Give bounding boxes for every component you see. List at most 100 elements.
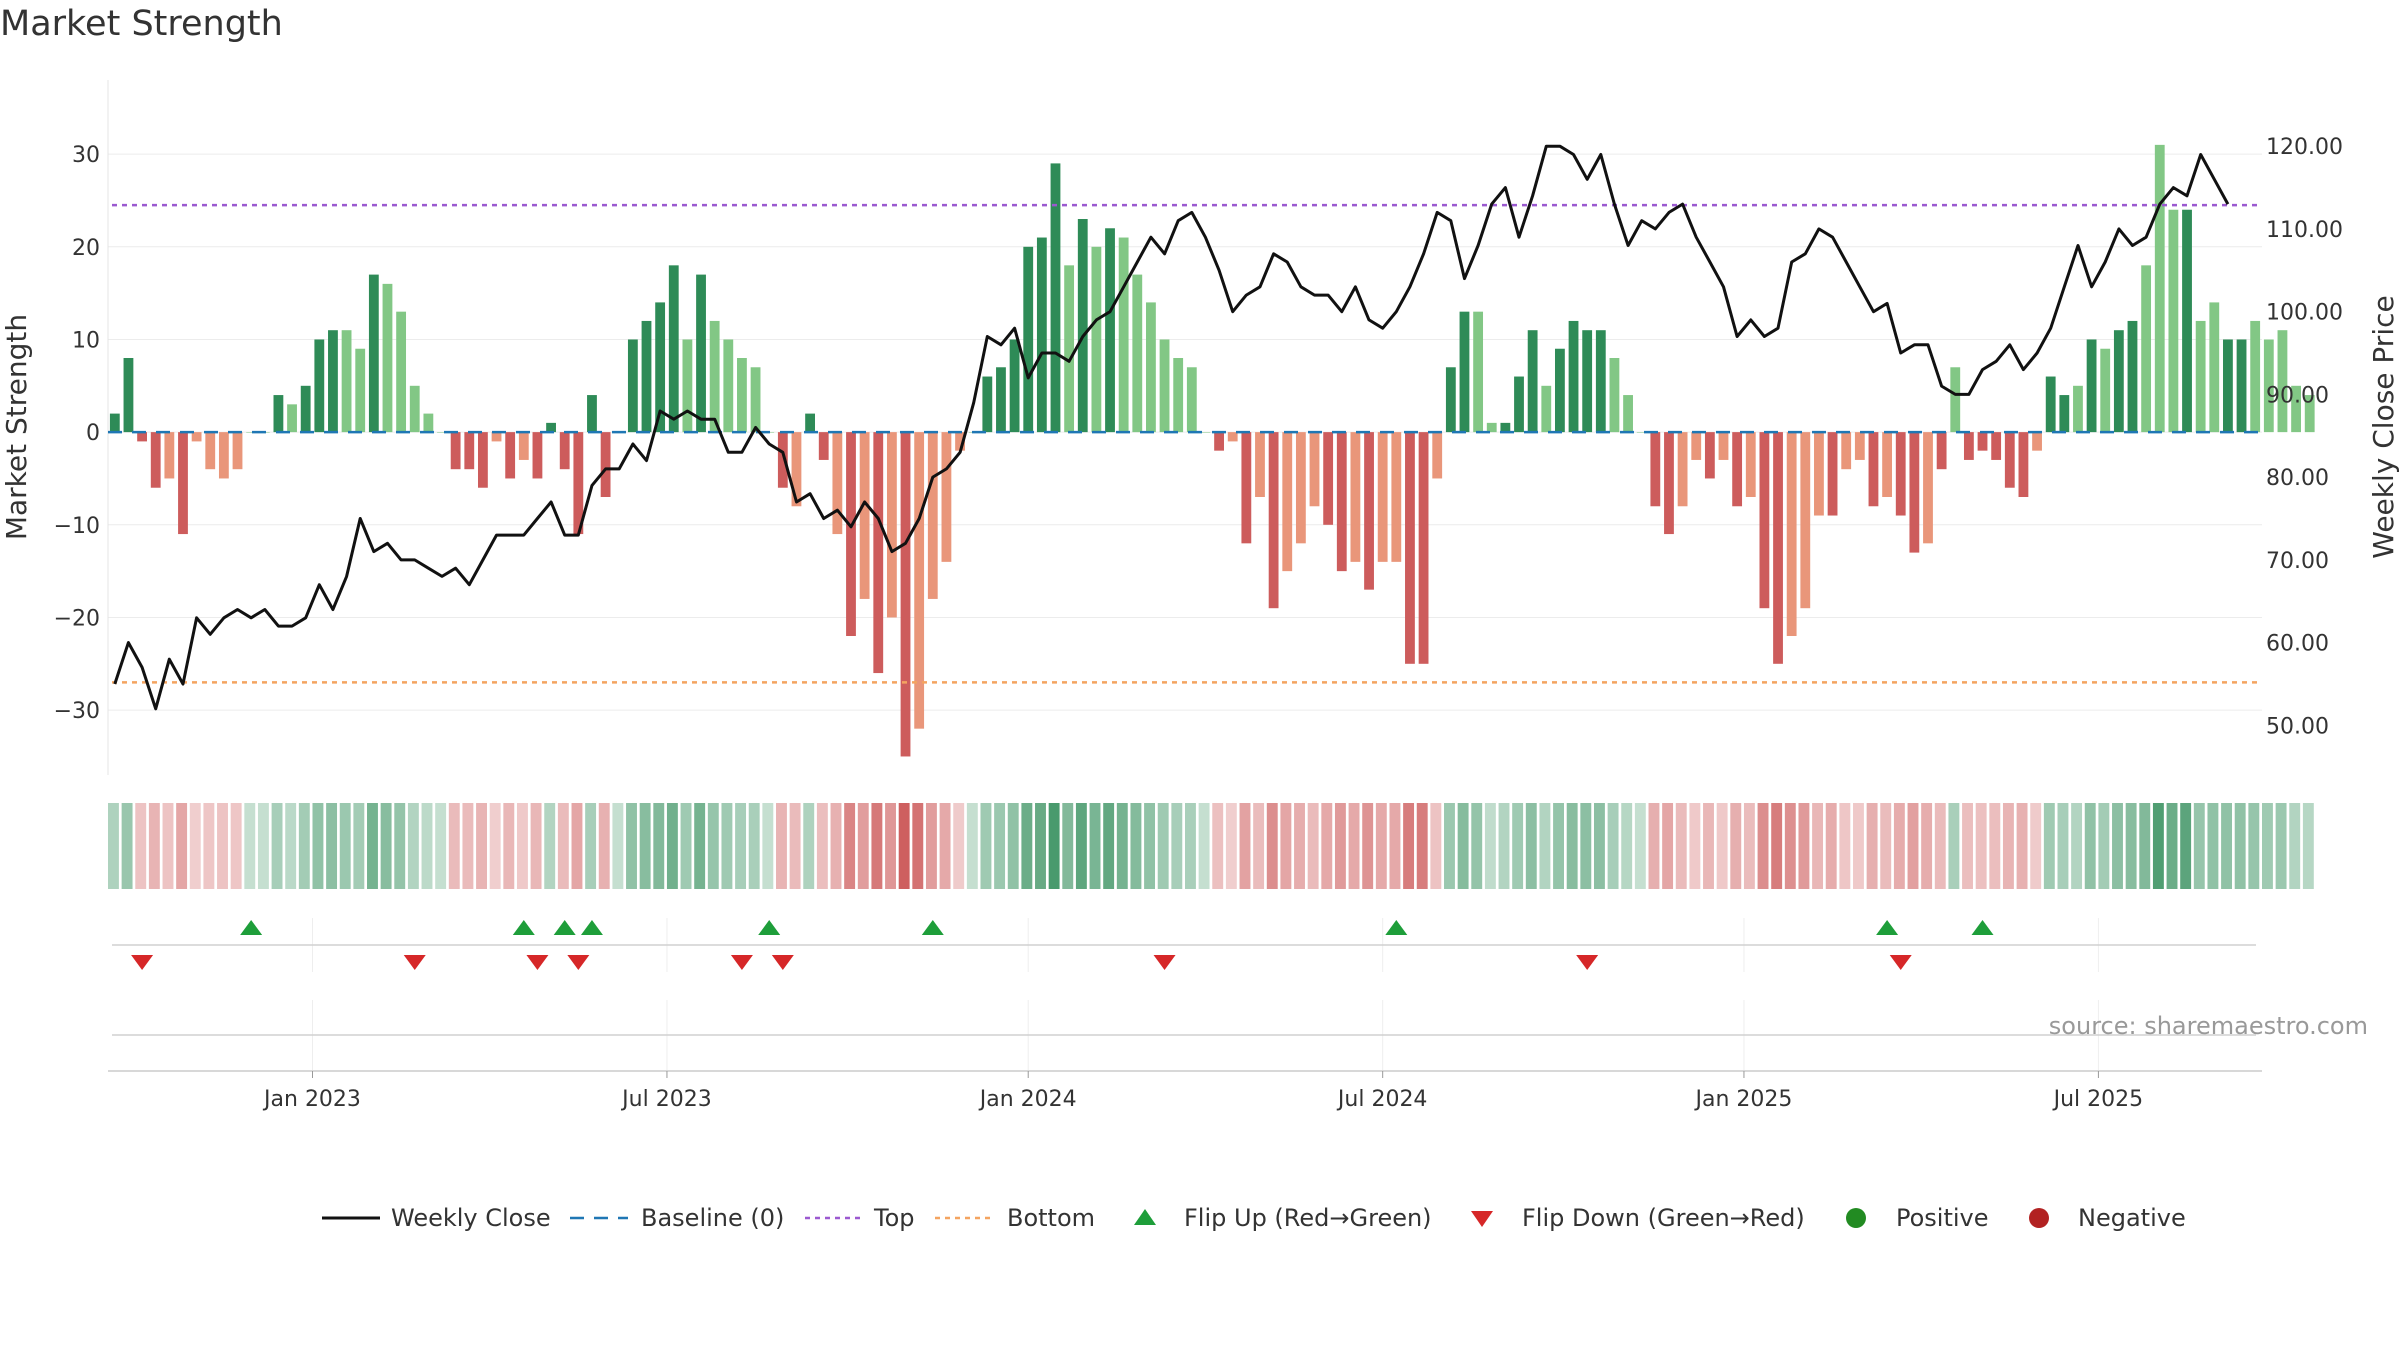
heat-cell — [1730, 803, 1742, 889]
flip-down-marker — [131, 955, 154, 970]
strength-bar — [1146, 302, 1156, 433]
heat-cell — [1430, 803, 1442, 889]
heat-cell — [1580, 803, 1592, 889]
strength-bar — [682, 339, 693, 433]
heat-cell — [1048, 803, 1060, 889]
flip-down-marker — [567, 955, 590, 970]
strength-bar — [1118, 237, 1129, 433]
strength-bar — [1650, 432, 1661, 507]
legend-swatch-positive — [1846, 1208, 1866, 1228]
strength-bar — [1664, 432, 1674, 535]
heat-cell — [407, 803, 419, 889]
strength-bar — [150, 432, 161, 488]
heat-cell — [898, 803, 910, 889]
heat-cell — [203, 803, 215, 889]
heat-cell — [1975, 803, 1987, 889]
strength-bar — [1295, 432, 1306, 544]
strength-bar — [818, 432, 829, 460]
strength-bar — [1336, 432, 1347, 572]
legend-label: Flip Up (Red→Green) — [1184, 1204, 1432, 1232]
heat-cell — [1225, 803, 1237, 889]
x-tick-label: Jul 2025 — [2052, 1087, 2144, 1112]
heat-cell — [639, 803, 651, 889]
strength-bar — [696, 274, 706, 433]
strength-bar — [1582, 330, 1593, 433]
heat-cell — [285, 803, 297, 889]
weekly-close-line — [113, 144, 2230, 711]
strength-bar — [2141, 265, 2152, 433]
heat-cell — [217, 803, 228, 889]
heat-cell — [857, 803, 869, 889]
strength-bar — [791, 432, 802, 507]
heat-cell — [748, 803, 760, 889]
heat-cell — [1062, 803, 1074, 889]
heat-cell — [2002, 803, 2014, 889]
strength-bar — [1895, 432, 1906, 516]
strength-bar — [1936, 432, 1947, 470]
strength-bar — [1200, 432, 1211, 433]
strength-bar — [1091, 246, 1102, 433]
strength-bar — [1704, 432, 1715, 479]
heat-cell — [1934, 803, 1946, 889]
strength-bar — [600, 432, 611, 497]
heat-cell — [476, 803, 487, 889]
legend-label: Positive — [1896, 1204, 1989, 1232]
strength-bar — [750, 367, 761, 433]
heat-cell — [680, 803, 692, 889]
heat-cell — [1648, 803, 1660, 889]
strength-bar — [873, 432, 884, 674]
legend-swatch-flip-down — [1471, 1211, 1493, 1227]
flip-down-marker — [526, 955, 549, 970]
heat-cell — [1907, 803, 1919, 889]
strength-bar — [1759, 432, 1770, 609]
strength-bar — [1173, 358, 1184, 433]
heat-cell — [1962, 803, 1973, 889]
strength-bar — [2032, 432, 2042, 451]
heat-cell — [339, 803, 351, 889]
legend-label: Negative — [2078, 1204, 2186, 1232]
strength-bar — [1418, 432, 1429, 664]
y-left-tick-label: −20 — [54, 606, 100, 631]
heat-cell — [1703, 803, 1714, 889]
strength-bar — [1377, 432, 1388, 562]
heat-cell — [162, 803, 174, 889]
heat-cell — [1294, 803, 1305, 889]
strength-bar — [723, 339, 734, 433]
heat-cell — [1471, 803, 1483, 889]
strength-bar — [1350, 432, 1361, 562]
strength-bar — [1950, 367, 1961, 433]
y-left-tick-label: 10 — [72, 328, 100, 353]
strength-bar — [355, 348, 366, 433]
strength-bar — [1227, 432, 1238, 442]
strength-bar — [2195, 320, 2206, 433]
heat-cell — [1798, 803, 1810, 889]
heat-cell — [762, 803, 774, 889]
strength-bar — [1814, 432, 1824, 516]
heat-cell — [1334, 803, 1346, 889]
heat-cell — [1893, 803, 1905, 889]
heat-cell — [2193, 803, 2205, 889]
strength-bar — [668, 265, 679, 433]
heat-cell — [912, 803, 924, 889]
heat-cell — [830, 803, 842, 889]
flip-up-marker — [512, 920, 535, 935]
strength-bar — [137, 432, 147, 442]
heat-cell — [1116, 803, 1128, 889]
heat-cell — [1771, 803, 1783, 889]
heat-cell — [2084, 803, 2096, 889]
strength-bar — [1473, 311, 1484, 433]
strength-bar — [123, 358, 134, 433]
heat-cell — [1280, 803, 1292, 889]
strength-bar — [627, 339, 638, 433]
strength-bar — [1554, 348, 1565, 433]
strength-bar — [859, 432, 870, 599]
strength-bar — [2168, 209, 2179, 433]
heat-cell — [626, 803, 637, 889]
x-tick-label: Jan 2025 — [1693, 1087, 1792, 1112]
heat-cell — [312, 803, 324, 889]
heat-cell — [1880, 803, 1892, 889]
legend-label: Weekly Close — [391, 1204, 551, 1232]
strength-bar — [1595, 330, 1606, 433]
heat-cell — [516, 803, 528, 889]
heat-cell — [2098, 803, 2110, 889]
